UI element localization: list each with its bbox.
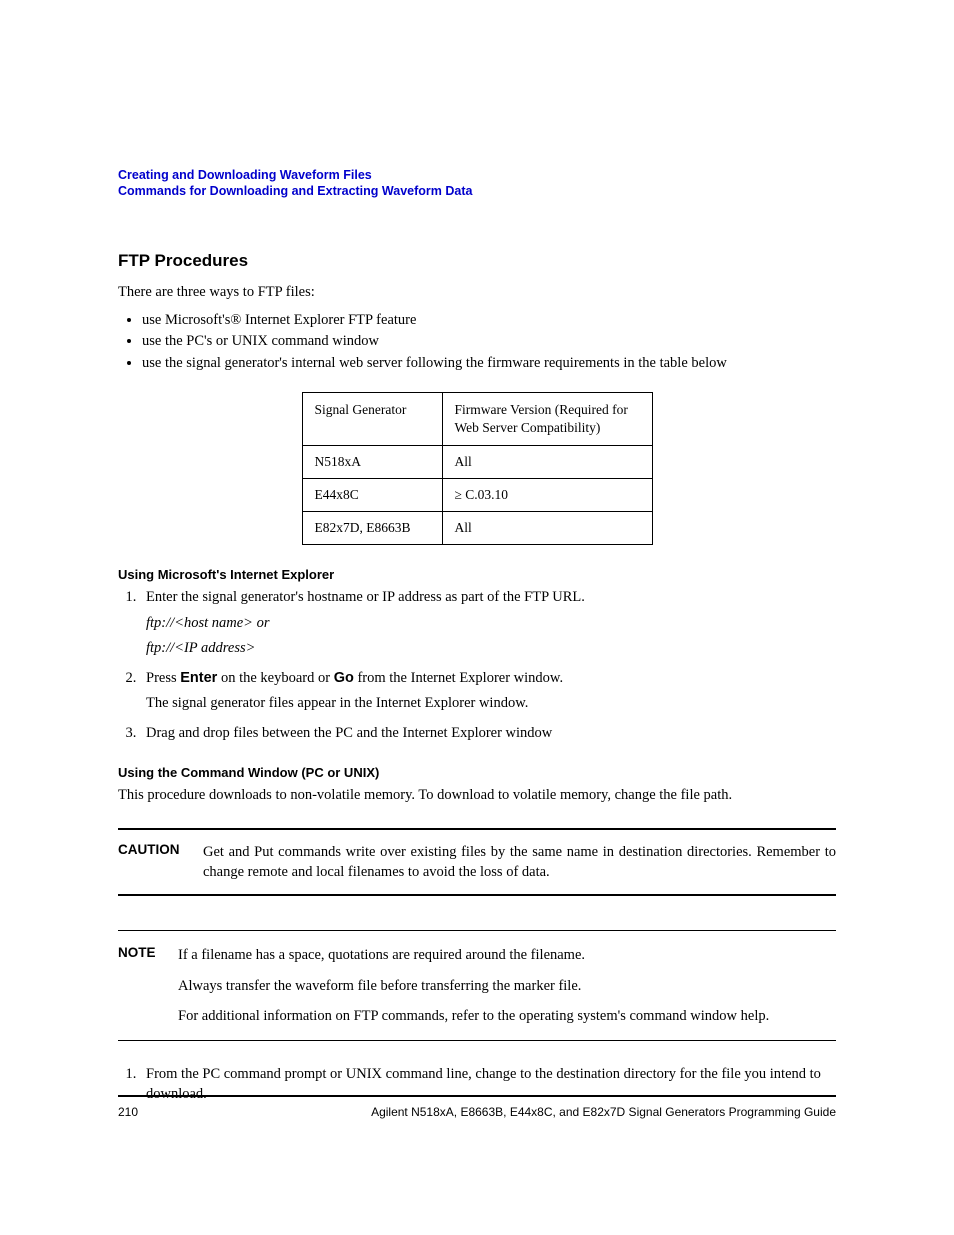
list-item: Press Enter on the keyboard or Go from t… [140,669,836,714]
intro-text: There are three ways to FTP files: [118,283,836,303]
caution-label: CAUTION [118,842,203,883]
cmd-intro: This procedure downloads to non-volatile… [118,786,836,806]
page-footer: 210 Agilent N518xA, E8663B, E44x8C, and … [118,1095,836,1119]
header-link-chapter[interactable]: Creating and Downloading Waveform Files [118,168,372,182]
table-cell: All [442,511,652,544]
ftp-url-example: ftp://<host name> or [146,614,836,634]
subheading-ie: Using Microsoft's Internet Explorer [118,567,836,582]
list-item: use Microsoft's® Internet Explorer FTP f… [142,311,836,331]
step-result: The signal generator files appear in the… [146,694,836,714]
step-text: Press [146,670,180,686]
document-page: Creating and Downloading Waveform Files … [0,0,954,1235]
list-item: use the signal generator's internal web … [142,354,836,374]
running-header: Creating and Downloading Waveform Files … [118,168,836,199]
subheading-cmd: Using the Command Window (PC or UNIX) [118,765,836,780]
table-cell: ≥ C.03.10 [442,478,652,511]
page-number: 210 [118,1105,138,1119]
firmware-table: Signal Generator Firmware Version (Requi… [302,392,653,545]
step-text: Enter the signal generator's hostname or… [146,589,585,605]
table-row: E44x8C ≥ C.03.10 [302,478,652,511]
bullet-list: use Microsoft's® Internet Explorer FTP f… [118,311,836,374]
note-block: NOTE If a filename has a space, quotatio… [118,930,836,1041]
table-row: Signal Generator Firmware Version (Requi… [302,392,652,445]
step-text: from the Internet Explorer window. [354,670,563,686]
table-cell: All [442,445,652,478]
header-link-section[interactable]: Commands for Downloading and Extracting … [118,184,472,198]
note-paragraph: If a filename has a space, quotations ar… [178,945,769,965]
list-item: use the PC's or UNIX command window [142,332,836,352]
table-cell: E44x8C [302,478,442,511]
list-item: Enter the signal generator's hostname or… [140,588,836,659]
note-label: NOTE [118,945,178,1026]
table-cell: N518xA [302,445,442,478]
step-text: on the keyboard or [217,670,333,686]
table-header: Signal Generator [302,392,442,445]
list-item: Drag and drop files between the PC and t… [140,724,836,744]
key-label: Enter [180,670,217,686]
table-header: Firmware Version (Required for Web Serve… [442,392,652,445]
ie-steps: Enter the signal generator's hostname or… [118,588,836,743]
table-cell: E82x7D, E8663B [302,511,442,544]
section-heading: FTP Procedures [118,251,836,271]
caution-text: Get and Put commands write over existing… [203,842,836,883]
note-paragraph: Always transfer the waveform file before… [178,976,769,996]
note-paragraph: For additional information on FTP comman… [178,1006,769,1026]
note-text: If a filename has a space, quotations ar… [178,945,769,1026]
ftp-url-example: ftp://<IP address> [146,639,836,659]
caution-block: CAUTION Get and Put commands write over … [118,828,836,897]
key-label: Go [334,670,354,686]
table-row: N518xA All [302,445,652,478]
table-row: E82x7D, E8663B All [302,511,652,544]
footer-title: Agilent N518xA, E8663B, E44x8C, and E82x… [371,1105,836,1119]
